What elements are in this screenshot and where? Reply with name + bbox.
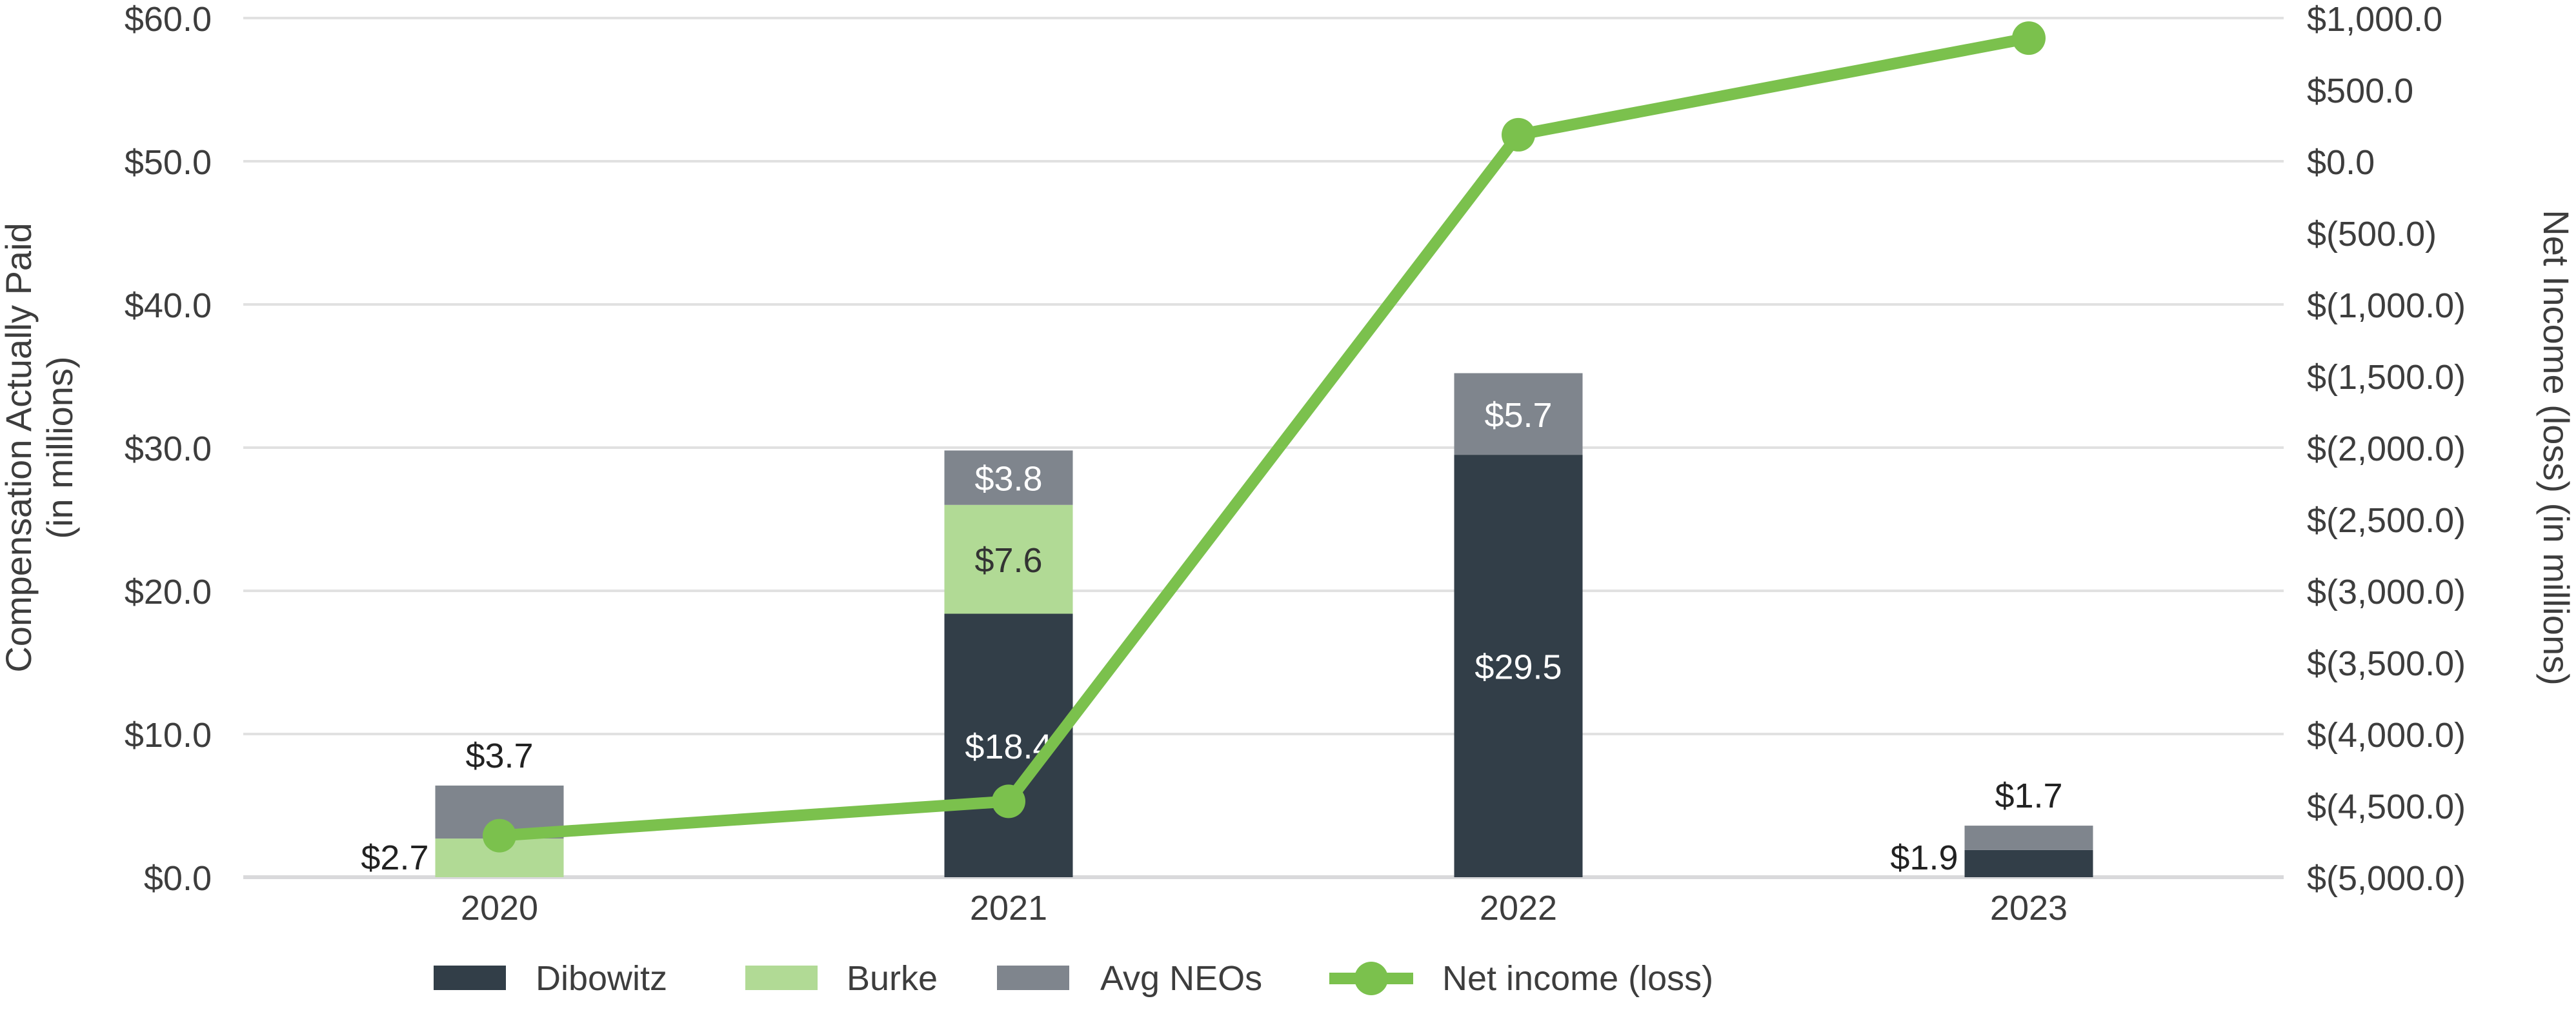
legend-item-burke: Burke (745, 959, 938, 998)
y-tick-label: $30.0 (125, 430, 212, 468)
legend-item-dibowitz: Dibowitz (434, 959, 667, 998)
y-tick-label: $50.0 (125, 143, 212, 182)
y2-tick-label: $(3,000.0) (2307, 573, 2466, 611)
left-axis-title-line1: Compensation Actually Paid (0, 223, 39, 672)
legend-swatch (997, 966, 1069, 990)
data-label: $29.5 (1474, 648, 1562, 687)
y-tick-label: $60.0 (125, 0, 212, 39)
left-axis-title: Compensation Actually Paid (in millions) (0, 223, 80, 672)
data-label: $3.8 (974, 460, 1042, 499)
bar-segment-avg-neos (944, 450, 1073, 505)
y2-tick-label: $0.0 (2307, 143, 2375, 182)
y2-tick-label: $(3,500.0) (2307, 644, 2466, 683)
y-tick-label: $40.0 (125, 286, 212, 325)
x-axis-ticks: 2020 2021 2022 2023 (461, 889, 2068, 928)
data-label: $1.9 (1890, 838, 1958, 877)
y2-tick-label: $(2,000.0) (2307, 430, 2466, 468)
legend-swatch (745, 966, 818, 990)
gridlines (243, 17, 2284, 879)
legend-label: Net income (loss) (1442, 959, 1713, 998)
legend-swatch (434, 966, 506, 990)
net-income-marker (992, 784, 1025, 819)
bar-segment-avg-neos (1454, 373, 1583, 455)
y2-tick-label: $(5,000.0) (2307, 859, 2466, 898)
right-axis-title-text: Net Income (loss) (in millions) (2536, 210, 2576, 686)
legend-label: Avg NEOs (1100, 959, 1262, 998)
right-axis-title: Net Income (loss) (in millions) (2536, 210, 2576, 686)
net-income-polyline (499, 32, 2030, 842)
y2-tick-label: $500.0 (2307, 72, 2413, 110)
y2-tick-label: $(1,500.0) (2307, 358, 2466, 397)
bars: $2.7$3.7 $18.4$7.6$3.8$29.5$5.7$1.9$1.7 (361, 373, 2093, 877)
left-axis-title-line2: (in millions) (39, 356, 80, 539)
x-tick-label: 2021 (970, 889, 1047, 928)
bar-segment-dibowitz (1454, 455, 1583, 877)
legend-label: Dibowitz (536, 959, 667, 998)
net-income-marker (483, 819, 516, 853)
data-label: $5.7 (1484, 396, 1552, 435)
data-label: $1.7 (1995, 777, 2062, 815)
bar-segment-avg-neos (1964, 826, 2093, 850)
y-tick-label: $0.0 (144, 859, 212, 898)
legend-item-net-income-loss: Net income (loss) (1329, 959, 1713, 998)
data-label: $3.7 (465, 737, 533, 775)
y2-tick-label: $(500.0) (2307, 215, 2437, 253)
net-income-marker (1502, 117, 1535, 152)
net-income-marker (2012, 21, 2046, 55)
y2-tick-label: $(4,000.0) (2307, 716, 2466, 755)
x-tick-label: 2022 (1480, 889, 1557, 928)
bar-segment-dibowitz (1964, 849, 2093, 877)
legend-marker-icon (1354, 962, 1388, 995)
y2-tick-label: $1,000.0 (2307, 0, 2442, 39)
right-axis-ticks: $(5,000.0) $(4,500.0) $(4,000.0) $(3,500.0)… (2307, 0, 2466, 898)
y2-tick-label: $(2,500.0) (2307, 501, 2466, 540)
y-tick-label: $10.0 (125, 716, 212, 755)
y2-tick-label: $(1,000.0) (2307, 286, 2466, 325)
y2-tick-label: $(4,500.0) (2307, 788, 2466, 826)
data-label: $2.7 (361, 838, 428, 877)
legend-item-avg-neos: Avg NEOs (997, 959, 1262, 998)
x-tick-label: 2023 (1990, 889, 2068, 928)
data-label: $7.6 (974, 541, 1042, 580)
bar-segment-burke (944, 504, 1073, 614)
left-axis-ticks: $0.0 $10.0 $20.0 $30.0 $40.0 $50.0 $60.0 (125, 0, 212, 898)
legend: Dibowitz Burke Avg NEOs Net income (loss) (434, 959, 1713, 998)
x-tick-label: 2020 (461, 889, 538, 928)
y-tick-label: $20.0 (125, 573, 212, 611)
legend-label: Burke (847, 959, 938, 998)
net-income-line (483, 21, 2046, 853)
